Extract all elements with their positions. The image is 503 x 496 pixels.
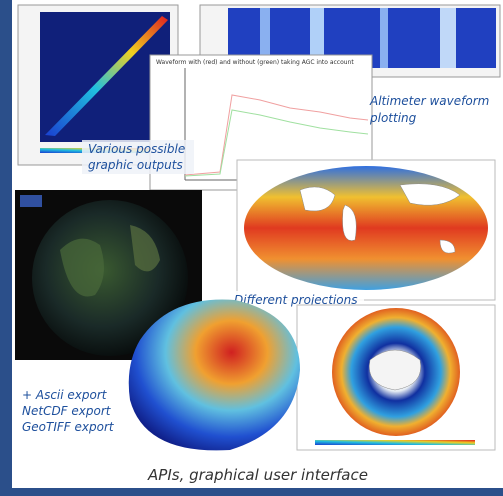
plot-title: Waveform with (red) and without (green) … bbox=[156, 59, 354, 66]
polar-plot bbox=[297, 305, 495, 450]
caption: Altimeter waveform bbox=[369, 94, 489, 108]
bottom-border bbox=[0, 488, 503, 496]
footer-caption: APIs, graphical user interface bbox=[147, 466, 368, 484]
caption: NetCDF export bbox=[22, 404, 112, 418]
collage: Waveform with (red) and without (green) … bbox=[0, 0, 503, 496]
caption: GeoTIFF export bbox=[22, 420, 115, 434]
left-border bbox=[0, 0, 12, 496]
caption: + Ascii export bbox=[22, 388, 108, 402]
world-map bbox=[237, 160, 495, 300]
caption: plotting bbox=[369, 111, 417, 125]
caption: graphic outputs bbox=[88, 158, 183, 172]
caption: Various possible bbox=[88, 142, 185, 156]
